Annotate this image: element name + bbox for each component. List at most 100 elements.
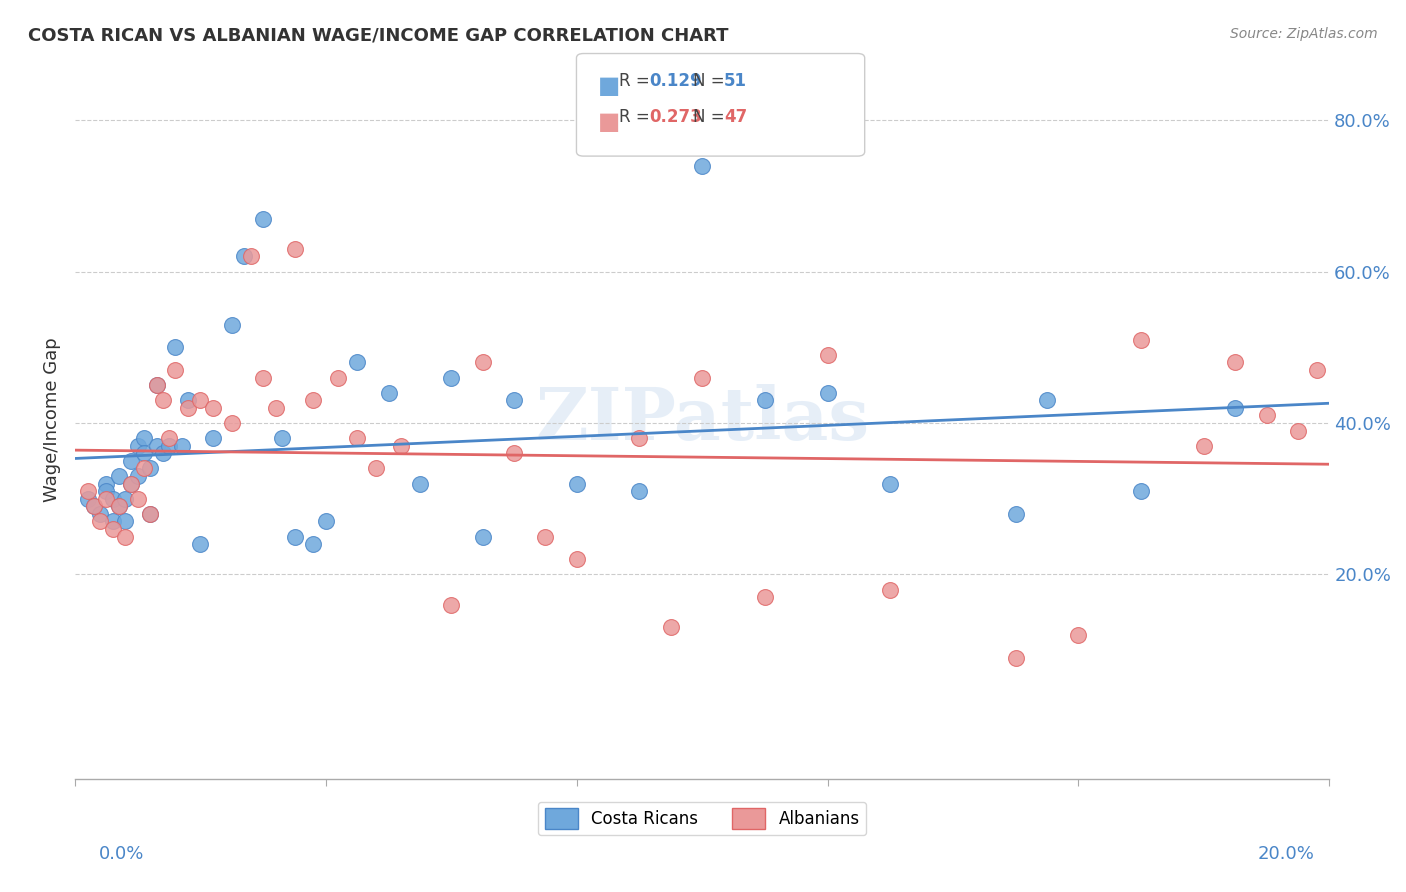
Legend: Costa Ricans, Albanians: Costa Ricans, Albanians bbox=[538, 802, 866, 835]
Point bbox=[201, 431, 224, 445]
Point bbox=[170, 439, 193, 453]
Text: ■: ■ bbox=[598, 74, 620, 98]
Point bbox=[1256, 409, 1278, 423]
Point bbox=[190, 537, 212, 551]
Point bbox=[389, 439, 412, 453]
Text: ZIPatlas: ZIPatlas bbox=[536, 384, 869, 455]
Point bbox=[83, 500, 105, 514]
Point bbox=[817, 348, 839, 362]
Point bbox=[120, 476, 142, 491]
Text: R =: R = bbox=[619, 108, 655, 126]
Text: N =: N = bbox=[693, 108, 730, 126]
Point bbox=[1286, 424, 1309, 438]
Text: 0.129: 0.129 bbox=[650, 72, 702, 90]
Point bbox=[101, 491, 124, 506]
Point bbox=[690, 159, 713, 173]
Text: COSTA RICAN VS ALBANIAN WAGE/INCOME GAP CORRELATION CHART: COSTA RICAN VS ALBANIAN WAGE/INCOME GAP … bbox=[28, 27, 728, 45]
Point bbox=[145, 378, 167, 392]
Text: 0.0%: 0.0% bbox=[98, 845, 143, 863]
Point bbox=[201, 401, 224, 415]
Point bbox=[346, 431, 368, 445]
Point bbox=[101, 522, 124, 536]
Text: R =: R = bbox=[619, 72, 655, 90]
Point bbox=[108, 500, 131, 514]
Point bbox=[101, 515, 124, 529]
Point bbox=[1067, 628, 1090, 642]
Point bbox=[1225, 401, 1247, 415]
Point bbox=[190, 393, 212, 408]
Point bbox=[879, 582, 901, 597]
Point bbox=[96, 476, 118, 491]
Point bbox=[346, 355, 368, 369]
Point bbox=[690, 370, 713, 384]
Point bbox=[503, 446, 526, 460]
Point bbox=[139, 461, 162, 475]
Point bbox=[628, 431, 651, 445]
Point bbox=[1130, 484, 1153, 499]
Point bbox=[157, 431, 180, 445]
Point bbox=[76, 484, 98, 499]
Point bbox=[145, 378, 167, 392]
Point bbox=[315, 515, 337, 529]
Point bbox=[409, 476, 432, 491]
Point bbox=[659, 620, 682, 634]
Point bbox=[114, 530, 136, 544]
Point bbox=[252, 370, 274, 384]
Point bbox=[1130, 333, 1153, 347]
Point bbox=[364, 461, 387, 475]
Point bbox=[754, 591, 776, 605]
Point bbox=[1004, 507, 1026, 521]
Point bbox=[1225, 355, 1247, 369]
Point bbox=[264, 401, 287, 415]
Point bbox=[534, 530, 557, 544]
Point bbox=[132, 446, 155, 460]
Point bbox=[503, 393, 526, 408]
Point bbox=[89, 507, 111, 521]
Point bbox=[89, 515, 111, 529]
Point bbox=[440, 370, 463, 384]
Point bbox=[177, 401, 200, 415]
Point bbox=[283, 242, 305, 256]
Point bbox=[565, 476, 588, 491]
Point bbox=[879, 476, 901, 491]
Point bbox=[377, 385, 399, 400]
Point bbox=[120, 454, 142, 468]
Point bbox=[1192, 439, 1215, 453]
Text: 0.273: 0.273 bbox=[650, 108, 703, 126]
Point bbox=[108, 469, 131, 483]
Y-axis label: Wage/Income Gap: Wage/Income Gap bbox=[44, 337, 60, 501]
Point bbox=[302, 537, 325, 551]
Point bbox=[271, 431, 294, 445]
Point bbox=[96, 491, 118, 506]
Point bbox=[1306, 363, 1329, 377]
Point bbox=[817, 385, 839, 400]
Point bbox=[127, 469, 149, 483]
Point bbox=[471, 355, 494, 369]
Point bbox=[96, 484, 118, 499]
Text: N =: N = bbox=[693, 72, 730, 90]
Point bbox=[471, 530, 494, 544]
Point bbox=[252, 211, 274, 226]
Point bbox=[628, 484, 651, 499]
Point bbox=[132, 461, 155, 475]
Point bbox=[233, 250, 256, 264]
Point bbox=[221, 416, 243, 430]
Point bbox=[177, 393, 200, 408]
Point bbox=[165, 340, 187, 354]
Point bbox=[165, 363, 187, 377]
Point bbox=[120, 476, 142, 491]
Point bbox=[114, 515, 136, 529]
Point bbox=[565, 552, 588, 566]
Text: Source: ZipAtlas.com: Source: ZipAtlas.com bbox=[1230, 27, 1378, 41]
Point bbox=[302, 393, 325, 408]
Point bbox=[127, 491, 149, 506]
Point bbox=[239, 250, 262, 264]
Point bbox=[440, 598, 463, 612]
Point bbox=[108, 500, 131, 514]
Point bbox=[152, 393, 174, 408]
Point bbox=[83, 500, 105, 514]
Point bbox=[283, 530, 305, 544]
Point bbox=[157, 439, 180, 453]
Point bbox=[139, 507, 162, 521]
Point bbox=[145, 439, 167, 453]
